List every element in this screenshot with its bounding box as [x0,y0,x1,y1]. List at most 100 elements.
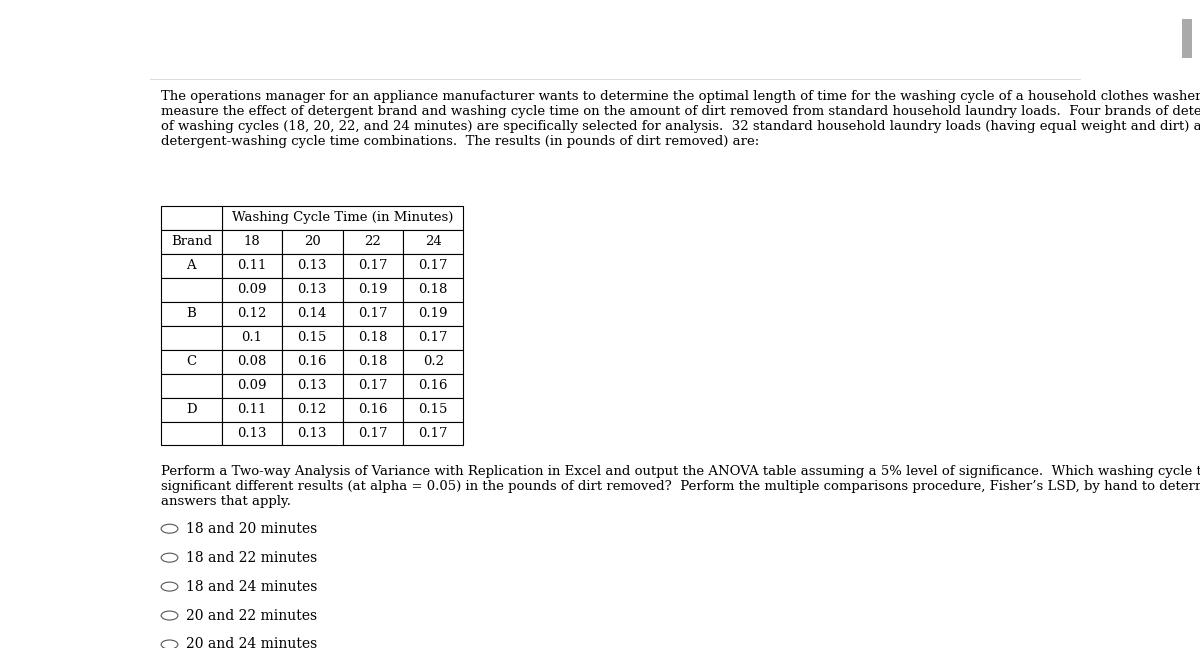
Text: C: C [186,355,197,368]
Text: 0.16: 0.16 [419,379,448,392]
Text: 0.14: 0.14 [298,307,326,320]
Bar [342,350,403,374]
Bar [161,230,222,254]
Text: 0.19: 0.19 [358,283,388,296]
Bar [161,206,222,230]
Text: The operations manager for an appliance manufacturer wants to determine the opti: The operations manager for an appliance … [161,90,1200,148]
Bar [403,350,463,374]
Bar [403,422,463,445]
Circle shape [161,611,178,620]
Bar [282,374,342,398]
Text: 20 and 22 minutes: 20 and 22 minutes [186,608,317,623]
Bar [161,278,222,302]
Bar [403,374,463,398]
Bar [403,278,463,302]
Text: D: D [186,403,197,416]
Text: 0.16: 0.16 [298,355,328,368]
Bar [161,374,222,398]
Text: 0.13: 0.13 [298,379,328,392]
Text: 0.08: 0.08 [238,355,266,368]
Text: 0.17: 0.17 [419,331,448,344]
Bar [282,230,342,254]
Bar [282,398,342,422]
Bar [342,374,403,398]
Bar [222,206,463,230]
Text: 0.18: 0.18 [358,355,388,368]
Bar [222,254,282,278]
Text: 0.11: 0.11 [238,403,266,416]
Text: 0.13: 0.13 [298,427,328,440]
Bar [161,350,222,374]
Text: 0.17: 0.17 [358,427,388,440]
Text: 0.11: 0.11 [238,259,266,272]
Bar [222,278,282,302]
Bar [282,350,342,374]
Text: 0.17: 0.17 [358,379,388,392]
Text: 0.15: 0.15 [298,331,326,344]
Circle shape [161,640,178,648]
Text: 0.16: 0.16 [358,403,388,416]
Text: 18 and 20 minutes: 18 and 20 minutes [186,522,318,536]
Text: 22: 22 [365,235,382,248]
Circle shape [161,553,178,562]
Bar [403,230,463,254]
Bar [342,230,403,254]
Bar [403,302,463,326]
Bar [342,302,403,326]
Bar [222,374,282,398]
Bar [342,278,403,302]
Bar [282,278,342,302]
Text: 0.1: 0.1 [241,331,263,344]
Text: 18 and 24 minutes: 18 and 24 minutes [186,579,318,594]
Text: Perform a Two-way Analysis of Variance with Replication in Excel and output the : Perform a Two-way Analysis of Variance w… [161,465,1200,509]
Text: 0.13: 0.13 [298,283,328,296]
Bar [222,350,282,374]
Bar [222,230,282,254]
Bar [403,326,463,350]
Bar [222,326,282,350]
Text: 20: 20 [304,235,320,248]
Text: B: B [186,307,197,320]
Bar [1182,19,1192,58]
Text: 20 and 24 minutes: 20 and 24 minutes [186,638,318,648]
Text: Brand: Brand [170,235,212,248]
Bar [282,302,342,326]
Bar [161,398,222,422]
Bar [161,326,222,350]
Circle shape [161,524,178,533]
Text: 18 and 22 minutes: 18 and 22 minutes [186,551,318,564]
Text: Washing Cycle Time (in Minutes): Washing Cycle Time (in Minutes) [232,211,454,224]
Text: 0.17: 0.17 [358,259,388,272]
Bar [222,302,282,326]
Bar [403,398,463,422]
Bar [161,302,222,326]
Text: 0.12: 0.12 [298,403,326,416]
Bar [342,398,403,422]
Text: 0.18: 0.18 [419,283,448,296]
Text: 0.2: 0.2 [422,355,444,368]
Bar [282,254,342,278]
Bar [282,422,342,445]
Bar [161,422,222,445]
Circle shape [161,582,178,591]
Text: A: A [186,259,196,272]
Bar [222,398,282,422]
Text: 24: 24 [425,235,442,248]
Text: 18: 18 [244,235,260,248]
Text: 0.19: 0.19 [419,307,448,320]
Bar [161,254,222,278]
Bar [282,326,342,350]
Text: 0.17: 0.17 [419,259,448,272]
Text: 0.13: 0.13 [238,427,266,440]
Bar [342,326,403,350]
Text: 0.09: 0.09 [238,379,266,392]
Text: 0.12: 0.12 [238,307,266,320]
Bar [222,422,282,445]
Bar [342,254,403,278]
Text: 0.13: 0.13 [298,259,328,272]
Bar [342,422,403,445]
Text: 0.17: 0.17 [358,307,388,320]
Text: 0.15: 0.15 [419,403,448,416]
Text: 0.09: 0.09 [238,283,266,296]
Bar [403,254,463,278]
